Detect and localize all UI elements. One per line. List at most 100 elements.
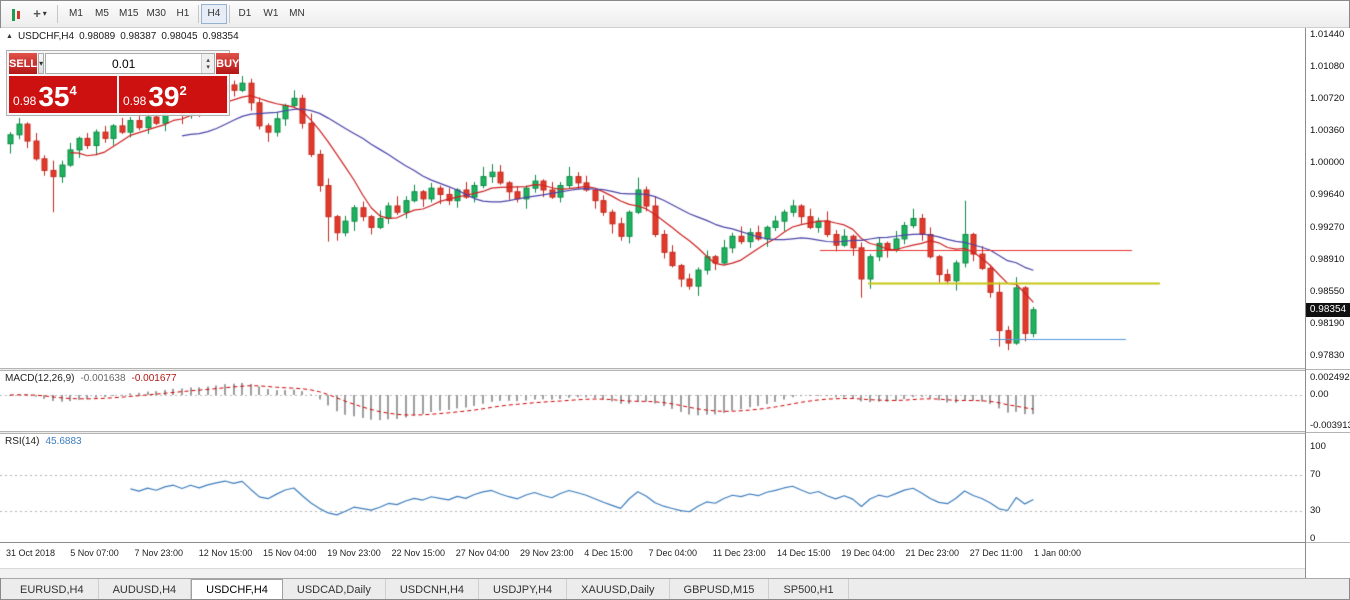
buy-price-sup: 2	[179, 83, 187, 98]
spinner-down-icon[interactable]: ▾	[206, 63, 210, 71]
tab-sp500-h1[interactable]: SP500,H1	[769, 579, 849, 600]
time-axis-label: 19 Dec 04:00	[841, 548, 895, 558]
tab-xauusd-daily[interactable]: XAUUSD,Daily	[567, 579, 670, 600]
rsi-value: 45.6883	[45, 436, 82, 447]
price-axis-column[interactable]: 1.01440 1.01080 1.00720 1.00360 1.00000 0.996…	[1305, 28, 1350, 578]
chart-title: ▲ USDCHF,H4 0.98089 0.98387 0.98045 0.98…	[6, 31, 239, 42]
time-axis-label: 21 Dec 23:00	[905, 548, 960, 558]
timeframe-button-mn[interactable]: MN	[289, 7, 305, 19]
rsi-label: RSI(14) 45.6883	[5, 436, 82, 447]
macd-axis-label: 0.00	[1310, 389, 1329, 400]
tab-usdcnh-h4[interactable]: USDCNH,H4	[386, 579, 480, 600]
buy-button[interactable]: BUY	[216, 53, 240, 74]
price-axis-label: 0.98190	[1310, 318, 1345, 329]
horizontal-scrollbar[interactable]	[0, 568, 1305, 578]
time-axis-label: 11 Dec 23:00	[712, 548, 766, 558]
tab-usdchf-h4[interactable]: USDCHF,H4	[191, 579, 283, 600]
chart-tab-bar: EURUSD,H4 AUDUSD,H4 USDCHF,H4 USDCAD,Daily U…	[0, 578, 1350, 600]
macd-axis-label: -0.003913	[1310, 420, 1350, 431]
candlestick-chart-icon	[12, 7, 20, 21]
crosshair-icon: +	[33, 6, 41, 21]
time-axis-label: 19 Nov 23:00	[327, 548, 381, 558]
ohlc-high: 0.98387	[120, 31, 157, 42]
caret-down-icon: ▾	[42, 9, 47, 18]
rsi-canvas[interactable]	[0, 434, 1305, 542]
tab-gbpusd-m15[interactable]: GBPUSD,M15	[670, 579, 770, 600]
sell-button[interactable]: SELL	[9, 53, 38, 74]
sell-price-big: 35	[38, 81, 70, 112]
sell-price-sup: 4	[69, 83, 77, 98]
rsi-panel: RSI(14) 45.6883	[0, 434, 1305, 542]
toolbar-separator	[228, 4, 230, 23]
buy-price-tile[interactable]: 0.98 39 2	[119, 76, 227, 113]
volume-box: ▴ ▾	[45, 53, 216, 74]
time-axis-label: 27 Dec 11:00	[969, 548, 1023, 558]
timeframe-button-w1[interactable]: W1	[263, 7, 279, 19]
rsi-axis-label: 0	[1310, 533, 1316, 544]
macd-value-signal: -0.001677	[131, 373, 177, 384]
spinner-up-icon[interactable]: ▴	[206, 56, 210, 64]
buy-price-base: 0.98	[123, 94, 147, 108]
time-axis-label: 27 Nov 04:00	[455, 548, 510, 558]
time-axis-label: 15 Nov 04:00	[263, 548, 317, 558]
chart-symbol-label: USDCHF,H4	[17, 31, 75, 42]
time-axis-label: 7 Dec 04:00	[648, 548, 698, 558]
timeframe-toolbar: M1 M5 M15 M30 H1 H4 D1 W1 MN	[63, 3, 310, 24]
tab-usdjpy-h4[interactable]: USDJPY,H4	[479, 579, 568, 600]
price-axis-label: 0.98550	[1310, 286, 1345, 297]
timeframe-button-m1[interactable]: M1	[69, 7, 83, 19]
price-axis-label: 1.01440	[1310, 29, 1345, 40]
rsi-axis-label: 100	[1310, 441, 1326, 452]
macd-panel: MACD(12,26,9) -0.001638 -0.001677	[0, 371, 1305, 431]
timeframe-button-h4[interactable]: H4	[200, 3, 227, 24]
timeframe-button-m5[interactable]: M5	[95, 7, 109, 19]
price-axis-label: 1.00360	[1310, 125, 1345, 136]
rsi-axis-label: 70	[1310, 469, 1321, 480]
timeframe-button-m30[interactable]: M30	[146, 7, 166, 19]
toolbar: + ▾ M1 M5 M15 M30 H1 H4 D1 W1 MN	[0, 0, 1350, 28]
volume-dropdown-button[interactable]: ▾	[38, 53, 45, 74]
volume-spinner[interactable]: ▴ ▾	[201, 54, 215, 73]
axis-divider	[1306, 369, 1350, 370]
tab-usdcad-daily[interactable]: USDCAD,Daily	[283, 579, 386, 600]
ohlc-low: 0.98045	[161, 31, 198, 42]
crosshair-tools-button[interactable]: + ▾	[28, 4, 52, 24]
tab-audusd-h4[interactable]: AUDUSD,H4	[99, 579, 192, 600]
toolbar-separator	[57, 4, 58, 23]
caret-down-icon: ▾	[39, 59, 44, 68]
sell-price-base: 0.98	[13, 94, 37, 108]
macd-value-main: -0.001638	[80, 373, 126, 384]
panel-splitter[interactable]	[0, 431, 1305, 434]
price-axis-label: 1.00000	[1310, 157, 1345, 168]
macd-label: MACD(12,26,9) -0.001638 -0.001677	[5, 373, 177, 384]
sell-price-tile[interactable]: 0.98 35 4	[9, 76, 117, 113]
chart-window-button[interactable]	[4, 4, 28, 24]
time-axis-label: 1 Jan 00:00	[1034, 548, 1082, 558]
time-axis-label: 29 Nov 23:00	[520, 548, 574, 558]
rsi-axis-label: 30	[1310, 505, 1321, 516]
volume-input[interactable]	[46, 54, 202, 73]
price-axis-label: 1.00720	[1310, 93, 1345, 104]
rsi-name: RSI(14)	[5, 436, 40, 447]
timeframe-button-m15[interactable]: M15	[119, 7, 139, 19]
tab-eurusd-h4[interactable]: EURUSD,H4	[6, 579, 99, 600]
timeframe-button-d1[interactable]: D1	[238, 7, 252, 19]
ohlc-close: 0.98354	[202, 31, 239, 42]
macd-canvas[interactable]	[0, 371, 1305, 431]
panel-splitter[interactable]	[0, 368, 1305, 371]
time-axis-label: 5 Nov 07:00	[70, 548, 119, 558]
price-chart-panel: ▲ USDCHF,H4 0.98089 0.98387 0.98045 0.98…	[0, 28, 1305, 368]
time-axis-label: 7 Nov 23:00	[134, 548, 184, 558]
price-axis-label: 0.99270	[1310, 222, 1345, 233]
macd-name: MACD(12,26,9)	[5, 373, 75, 384]
ohlc-open: 0.98089	[79, 31, 116, 42]
one-click-trading-panel: SELL ▾ ▴ ▾ BUY	[6, 50, 240, 116]
timeframe-button-h1[interactable]: H1	[176, 7, 190, 19]
chart-shift-icon: ▲	[6, 33, 13, 40]
chart-workspace: ▲ USDCHF,H4 0.98089 0.98387 0.98045 0.98…	[0, 28, 1350, 578]
price-axis-label: 0.98910	[1310, 254, 1345, 265]
axis-divider	[1306, 432, 1350, 433]
current-price-badge: 0.98354	[1306, 303, 1350, 317]
time-axis-label: 31 Oct 2018	[6, 548, 56, 558]
